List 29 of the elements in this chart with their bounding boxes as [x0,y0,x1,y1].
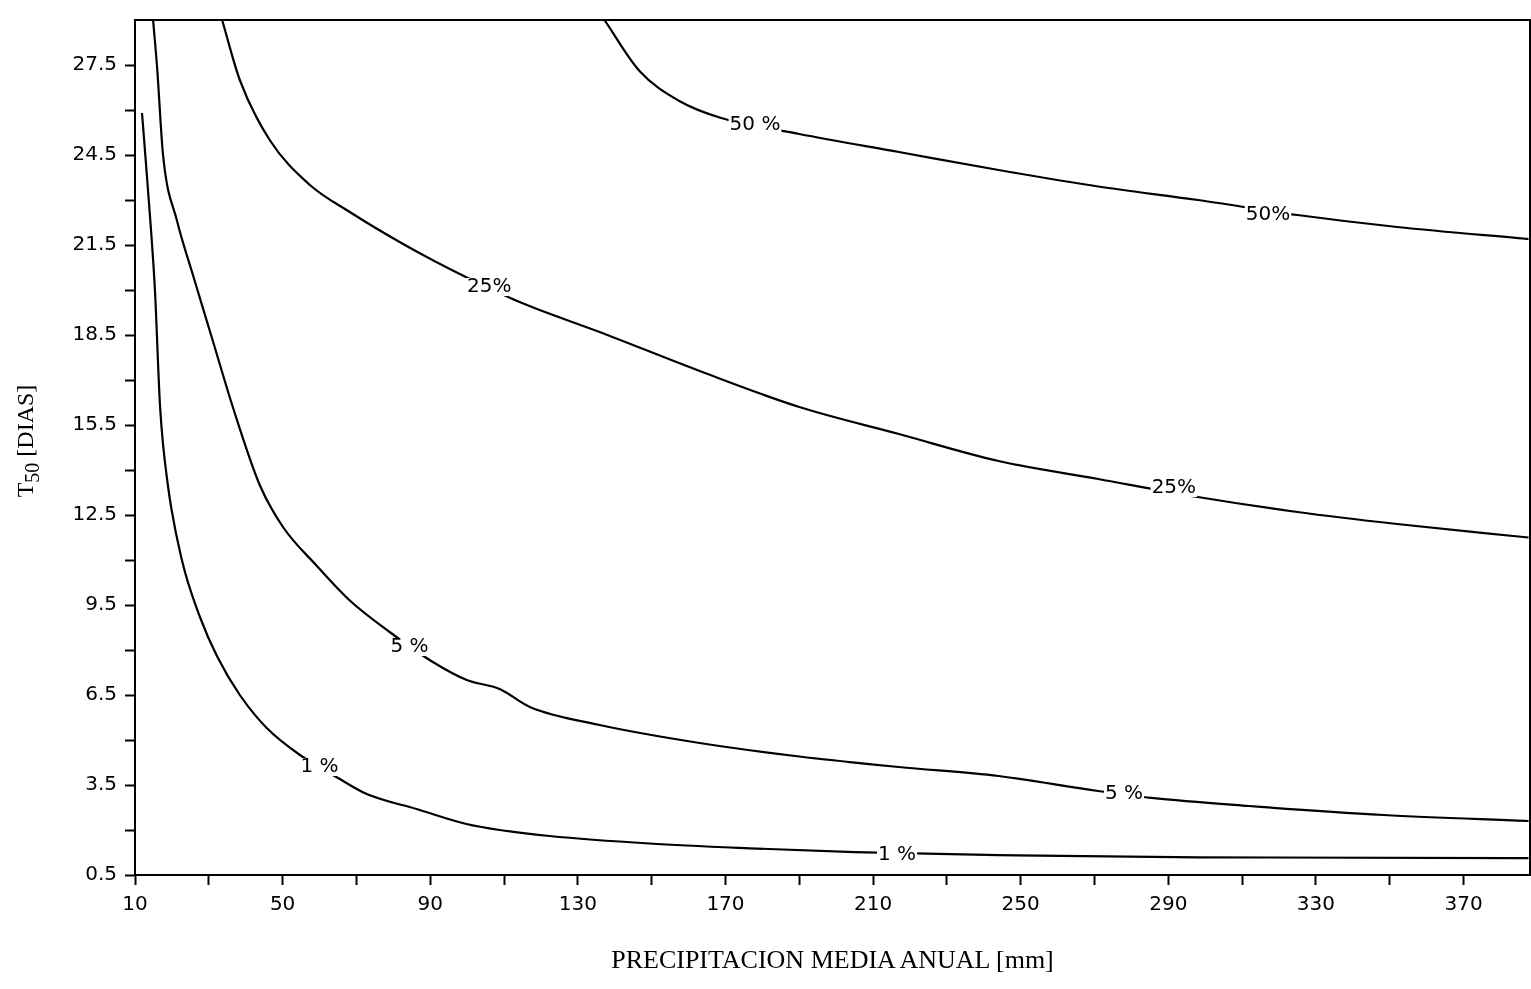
x-tick-label: 210 [854,891,893,916]
annotation: 50% [1245,201,1291,226]
annotation: 1 % [878,841,917,866]
y-tick-label: 27.5 [72,51,117,76]
y-tick-label: 3.5 [85,771,117,796]
annotation: 50 % [729,111,781,136]
annotation: 5 % [1105,780,1144,805]
annotation: 25% [1151,474,1197,499]
annotation: 1 % [300,753,339,778]
y-tick-label: 12.5 [72,501,117,526]
x-tick-label: 90 [417,891,443,916]
y-tick-label: 18.5 [72,321,117,346]
x-tick-label: 290 [1149,891,1188,916]
x-tick-label: 250 [1001,891,1040,916]
y-tick-label: 21.5 [72,231,117,256]
y-tick-label: 24.5 [72,141,117,166]
x-axis-title: PRECIPITACION MEDIA ANUAL [mm] [610,945,1055,975]
y-tick-label: 6.5 [85,681,117,706]
annotation: 25% [467,273,512,298]
x-tick-label: 10 [122,891,148,916]
x-tick-label: 330 [1296,891,1336,916]
annotation: 5 % [390,633,429,658]
y-tick-label: 9.5 [85,591,117,616]
y-tick-label: 15.5 [72,411,117,436]
x-tick-label: 170 [706,891,745,916]
x-tick-label: 130 [558,891,597,916]
y-tick-label: 0.5 [85,861,117,886]
x-tick-label: 50 [269,891,296,916]
x-tick-label: 370 [1444,891,1483,916]
